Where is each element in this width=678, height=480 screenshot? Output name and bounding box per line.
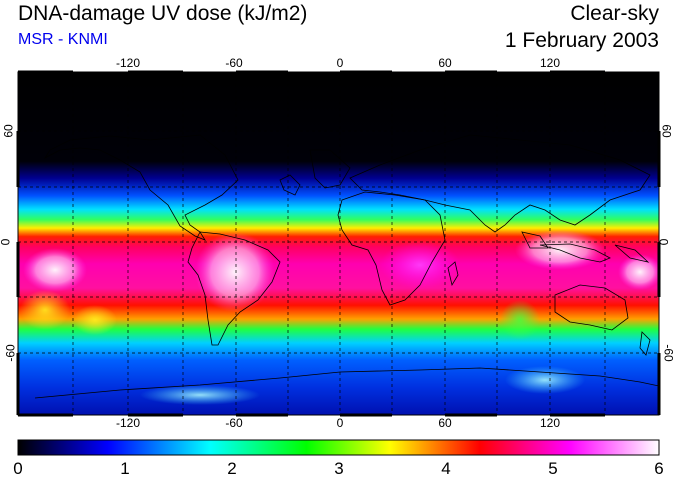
lat-tick-right: 0 [656, 238, 671, 246]
lat-tick-right: 60 [659, 124, 674, 138]
lat-tick-left: -60 [3, 344, 18, 362]
colorbar-tick: 1 [120, 459, 130, 478]
lon-tick-top: -60 [225, 56, 243, 70]
colorbar-tick: 0 [13, 459, 23, 478]
colorbar-tick: 2 [227, 459, 237, 478]
lat-tick-left: 0 [0, 239, 12, 246]
lon-tick-top: 120 [539, 56, 561, 70]
lat-tick-left: 60 [1, 124, 16, 138]
lon-tick-bottom: 120 [539, 416, 561, 430]
lon-tick-top: 60 [438, 56, 452, 70]
sky-condition-label: Clear-sky [570, 2, 659, 25]
colorbar-tick: 3 [334, 459, 344, 478]
lon-tick-bottom: 60 [438, 416, 452, 430]
uv-field [18, 72, 659, 415]
lon-tick-bottom: -120 [115, 416, 141, 430]
source-label: MSR - KNMI [18, 31, 108, 48]
lon-tick-bottom: 0 [336, 416, 344, 430]
date-label: 1 February 2003 [504, 29, 659, 52]
lon-tick-top: 0 [336, 56, 344, 70]
colorbar-tick: 4 [441, 459, 451, 478]
colorbar-tick: 6 [654, 459, 664, 478]
lat-tick-right: -60 [661, 344, 676, 362]
map-frame [16, 70, 661, 417]
lat-lon-grid [18, 72, 659, 415]
lon-tick-bottom: -60 [225, 416, 243, 430]
chart-title: DNA-damage UV dose (kJ/m2) [18, 2, 308, 25]
lon-tick-top: -120 [115, 56, 141, 70]
colorbar [17, 439, 660, 456]
colorbar-tick: 5 [548, 459, 558, 478]
coastlines [34, 134, 659, 399]
